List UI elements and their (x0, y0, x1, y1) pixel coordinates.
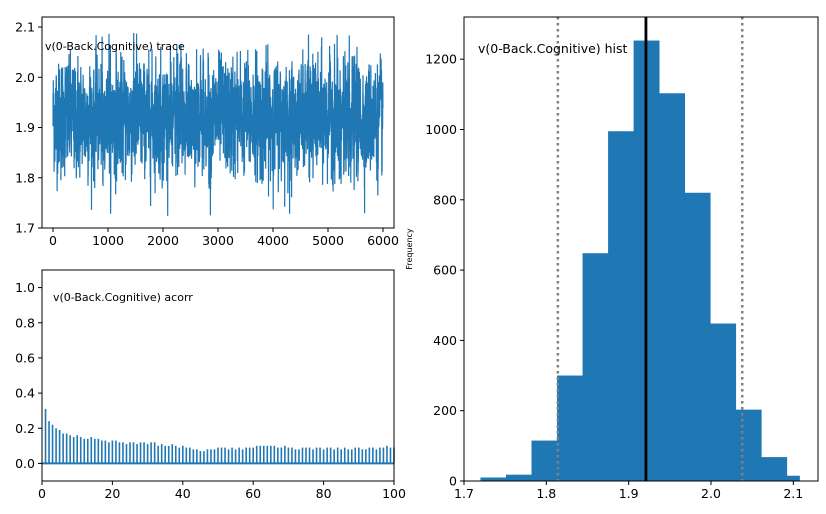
y-tick-label: 400 (433, 333, 457, 348)
y-tick-label: 2.0 (15, 70, 35, 85)
y-tick-label: 0.2 (15, 421, 35, 436)
y-tick-label: 0 (449, 474, 457, 489)
trace-line (52, 32, 384, 216)
hist-bar (480, 477, 494, 481)
hist-bar (773, 457, 788, 481)
hist-axes-frame (463, 16, 819, 482)
trace-panel: 0 1000 2000 3000 4000 5000 6000 1.7 1.8 1.9 2.0 2.1… (15, 16, 399, 248)
hist-bar (569, 375, 583, 481)
hist-series (480, 40, 800, 482)
x-tick-label: 1000 (92, 233, 124, 248)
y-tick-label: 1000 (425, 122, 457, 137)
hist-bar (620, 131, 634, 481)
y-tick-label: 600 (433, 263, 457, 278)
x-tick-label: 6000 (367, 233, 399, 248)
x-tick-label: 3000 (202, 233, 234, 248)
acorr-axes-frame (41, 269, 395, 482)
y-tick-label: 1.7 (15, 221, 35, 236)
y-tick-label: 0.8 (15, 315, 35, 330)
hist-bar (761, 457, 775, 481)
y-tick-label: 0.4 (15, 386, 35, 401)
x-tick-label: 100 (382, 486, 406, 501)
hist-bar (505, 474, 520, 481)
y-tick-label: 1.9 (15, 120, 35, 135)
hist-bar (684, 192, 698, 481)
x-tick-label: 5000 (312, 233, 344, 248)
hist-reference-lines (556, 17, 744, 481)
hist-bar (595, 253, 609, 481)
hist-bar (582, 253, 596, 481)
x-tick-label: 0 (38, 486, 46, 501)
x-tick-label: 40 (175, 486, 191, 501)
acorr-series (42, 408, 395, 465)
hist-bar (544, 440, 558, 481)
y-tick-label: 0.0 (15, 456, 35, 471)
y-tick-label: 200 (433, 403, 457, 418)
hist-ylabel: Frequency (405, 228, 414, 270)
hist-bar (608, 131, 622, 481)
x-tick-label: 0 (49, 233, 57, 248)
y-tick-label: 2.1 (15, 20, 35, 35)
y-tick-label: 1200 (425, 52, 457, 67)
x-tick-label: 1.9 (619, 486, 639, 501)
x-tick-label: 2.0 (701, 486, 721, 501)
x-tick-label: 1.8 (536, 486, 556, 501)
x-tick-label: 2.1 (783, 486, 803, 501)
x-tick-label: 1.7 (454, 486, 474, 501)
x-tick-label: 4000 (257, 233, 289, 248)
hist-bar (710, 323, 724, 481)
acorr-panel: 0 20 40 60 80 100 0.0 0.2 0.4 0.6 0.8 1.0 v(0-Back.… (15, 269, 406, 501)
y-tick-label: 1.8 (15, 170, 35, 185)
hist-bar (633, 40, 647, 481)
trace-title: v(0-Back.Cognitive) trace (45, 40, 185, 53)
hist-bar (786, 475, 800, 481)
trace-ticks: 0 1000 2000 3000 4000 5000 6000 1.7 1.8 1.9 2.0 2.1 (15, 20, 399, 248)
x-tick-label: 20 (104, 486, 120, 501)
hist-bar (722, 323, 737, 481)
acorr-title: v(0-Back.Cognitive) acorr (53, 291, 193, 304)
hist-bar (493, 477, 507, 481)
hist-bar (671, 93, 686, 482)
y-tick-label: 1.0 (15, 280, 35, 295)
acorr-ticks: 0 20 40 60 80 100 0.0 0.2 0.4 0.6 0.8 1.0 (15, 280, 406, 501)
y-tick-label: 0.6 (15, 350, 35, 365)
hist-bar (748, 409, 762, 481)
hist-panel: 1.7 1.8 1.9 2.0 2.1 0 200 400 600 800 1000 1200 v(0… (405, 16, 819, 501)
hist-title: v(0-Back.Cognitive) hist (478, 41, 628, 56)
x-tick-label: 60 (245, 486, 261, 501)
y-tick-label: 800 (433, 192, 457, 207)
x-tick-label: 80 (316, 486, 332, 501)
hist-bar (697, 192, 711, 481)
hist-bar (659, 93, 673, 482)
hist-bar (557, 375, 571, 481)
hist-bar (646, 40, 660, 481)
trace-series (52, 32, 384, 216)
hist-ticks: 1.7 1.8 1.9 2.0 2.1 0 200 400 600 800 1000 1200 (425, 52, 803, 501)
x-tick-label: 2000 (147, 233, 179, 248)
hist-bar (531, 440, 545, 481)
hist-bar (518, 474, 532, 481)
